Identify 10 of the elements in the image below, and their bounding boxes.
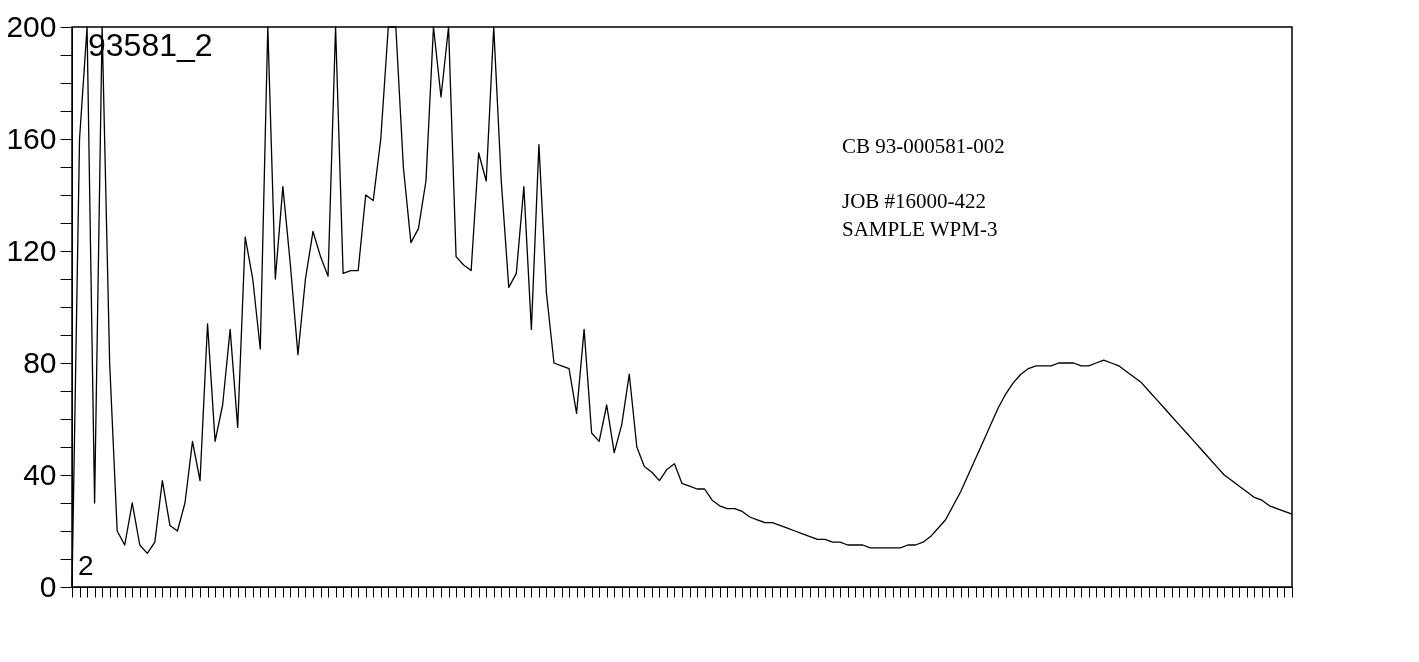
y-tick-label: 0 (39, 569, 57, 603)
y-tick-label: 120 (6, 233, 57, 267)
y-tick-label: 160 (6, 121, 57, 155)
annotation: CB 93-000581-002 (842, 134, 1005, 158)
y-tick-label: 80 (23, 345, 57, 379)
y-tick-label: 200 (6, 9, 57, 43)
annotation: 2 (78, 550, 94, 581)
annotation: JOB #16000-422 (842, 189, 987, 213)
annotation: SAMPLE WPM-3 (842, 217, 998, 241)
y-tick-label: 40 (23, 457, 57, 491)
